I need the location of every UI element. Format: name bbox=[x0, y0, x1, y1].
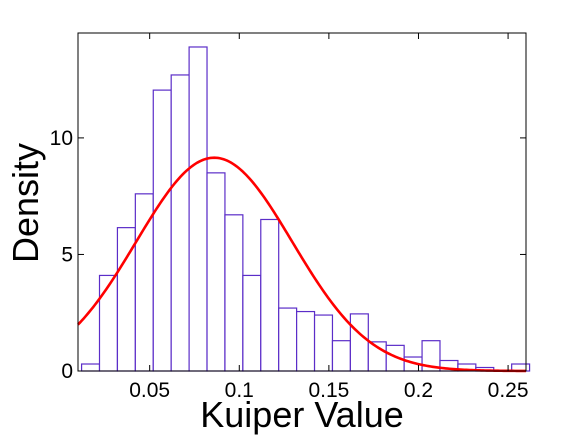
histogram-bar bbox=[313, 314, 334, 372]
x-tick-label: 0.15 bbox=[308, 379, 349, 402]
y-axis-title: Density bbox=[5, 143, 46, 263]
x-tick-label: 0.25 bbox=[488, 379, 529, 402]
axes-box bbox=[77, 32, 527, 372]
histogram-bar bbox=[349, 313, 369, 372]
histogram-bar bbox=[296, 310, 316, 372]
histogram-bar bbox=[170, 74, 190, 372]
x-tick-label: 0.1 bbox=[225, 379, 254, 402]
y-tick-label: 5 bbox=[61, 243, 73, 266]
histogram-bar bbox=[242, 274, 262, 372]
histogram-bar bbox=[188, 46, 208, 372]
x-axis-ticks: 0.05 0.1 0.15 0.2 0.25 bbox=[129, 33, 529, 402]
histogram-bar bbox=[260, 218, 280, 372]
histogram-bar bbox=[331, 340, 351, 372]
histogram-bar bbox=[80, 363, 101, 372]
histogram-bar bbox=[152, 89, 172, 372]
histogram-bar bbox=[206, 172, 226, 372]
histogram-bar bbox=[224, 214, 244, 372]
x-tick-label: 0.2 bbox=[404, 379, 433, 402]
y-axis-ticks: 0 5 10 bbox=[50, 127, 526, 383]
y-tick-label: 10 bbox=[50, 127, 73, 150]
fitted-density-curve bbox=[77, 156, 527, 373]
histogram-bar bbox=[98, 274, 119, 372]
y-tick-label: 0 bbox=[61, 360, 73, 383]
histogram-bar bbox=[278, 307, 298, 372]
x-tick-label: 0.05 bbox=[129, 379, 170, 402]
x-axis-title: Kuiper Value bbox=[200, 394, 403, 435]
